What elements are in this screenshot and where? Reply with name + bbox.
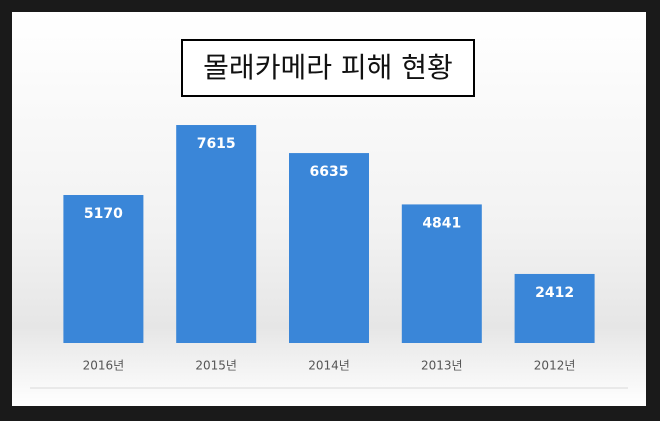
bar	[401, 204, 482, 343]
value-label: 6635	[310, 164, 349, 180]
x-tick-label: 2012년	[534, 359, 576, 373]
x-tick-label: 2014년	[308, 359, 350, 373]
bar	[514, 273, 595, 343]
title-box	[181, 39, 475, 97]
value-label: 2412	[535, 285, 574, 301]
x-tick-label: 2015년	[195, 359, 237, 373]
value-label: 4841	[422, 215, 461, 231]
x-tick-label: 2016년	[83, 359, 125, 373]
value-label: 5170	[84, 206, 123, 222]
bar	[176, 125, 257, 343]
bar	[63, 195, 144, 343]
value-label: 7615	[197, 136, 236, 152]
chart-title: 몰래카메라 피해 현황	[203, 51, 453, 84]
x-tick-label: 2013년	[421, 359, 463, 373]
bar	[289, 153, 369, 343]
